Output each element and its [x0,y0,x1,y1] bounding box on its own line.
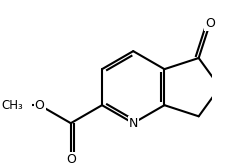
Text: N: N [129,117,138,130]
Text: CH₃: CH₃ [2,99,23,112]
Text: O: O [35,99,45,112]
Text: O: O [205,17,215,30]
Text: O: O [66,153,76,166]
